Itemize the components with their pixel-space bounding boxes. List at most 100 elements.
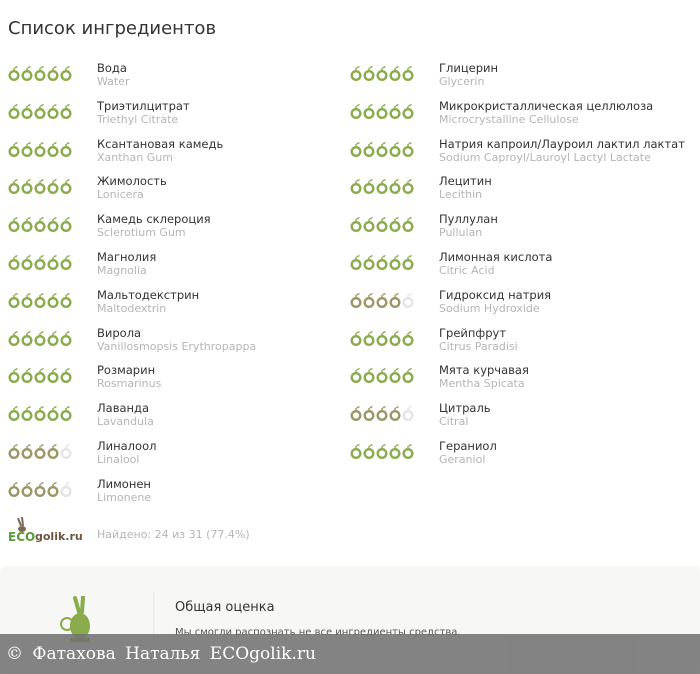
ingredient-name: Глицерин	[439, 61, 499, 75]
ingredient-row[interactable]: Гидроксид натрия Sodium Hydroxide	[350, 288, 700, 326]
apple-leaf-rating-icon	[60, 406, 72, 422]
ingredient-inci: Citric Acid	[439, 263, 495, 277]
ingredients-left-column: Вода Water Триэтилцитрат Triethyl Citrat…	[8, 61, 338, 515]
apple-leaf-rating-icon	[363, 179, 375, 195]
ingredient-row[interactable]: Лаванда Lavandula	[8, 401, 338, 439]
ingredient-name: Жимолость	[97, 174, 167, 189]
ingredient-row[interactable]: Цитраль Citral	[350, 401, 700, 439]
apple-leaf-rating-icon	[376, 255, 388, 270]
svg-text:ECO: ECO	[8, 530, 35, 544]
safety-rating	[8, 65, 72, 81]
apple-leaf-rating-icon	[21, 444, 33, 459]
apple-leaf-rating-icon	[363, 330, 375, 346]
apple-leaf-rating-icon	[47, 482, 59, 497]
ingredient-row[interactable]: Розмарин Rosmarinus	[8, 363, 338, 401]
ingredient-inci: Sodium Hydroxide	[439, 301, 540, 315]
apple-leaf-rating-icon	[21, 104, 33, 119]
apple-leaf-rating-icon	[350, 104, 362, 119]
ingredient-row[interactable]: Жимолость Lonicera	[8, 174, 338, 212]
apple-leaf-rating-icon	[60, 217, 72, 233]
ingredient-inci: Sclerotium Gum	[97, 226, 186, 240]
ingredient-inci: Citrus Paradisi	[439, 339, 518, 353]
ingredient-inci: Microcrystalline Cellulose	[439, 112, 579, 126]
ingredient-row[interactable]: Грейпфрут Citrus Paradisi	[350, 326, 700, 364]
apple-leaf-rating-icon	[47, 179, 59, 195]
safety-rating	[350, 292, 414, 308]
apple-leaf-rating-icon	[402, 444, 414, 459]
apple-leaf-rating-icon	[34, 217, 46, 233]
ingredient-row[interactable]: Вирола Vanillosmopsis Erythropappa	[8, 326, 338, 364]
ingredient-row[interactable]: Линалоол Linalool	[8, 439, 338, 477]
apple-leaf-rating-icon	[350, 141, 362, 157]
ingredient-row[interactable]: Камедь склероция Sclerotium Gum	[8, 212, 338, 250]
ingredient-row[interactable]: Вода Water	[8, 61, 338, 99]
apple-leaf-rating-icon	[350, 368, 362, 384]
apple-leaf-rating-icon	[8, 406, 20, 422]
apple-leaf-rating-icon	[363, 66, 375, 81]
apple-leaf-rating-icon	[47, 330, 59, 346]
apple-leaf-rating-icon	[21, 293, 33, 308]
apple-leaf-rating-icon	[8, 444, 20, 459]
apple-leaf-rating-icon	[60, 255, 72, 270]
ingredient-inci: Limonene	[97, 490, 152, 504]
ingredient-row[interactable]: Лецитин Lecithin	[350, 174, 700, 212]
apple-leaf-rating-icon	[60, 66, 72, 81]
apple-leaf-rating-icon	[376, 406, 388, 422]
ingredient-row[interactable]: Глицерин Glycerin	[350, 61, 700, 99]
apple-leaf-rating-icon	[21, 482, 33, 497]
watermark: © Фатахова Наталья ECOgolik.ru	[0, 634, 700, 674]
apple-leaf-rating-icon	[47, 444, 59, 459]
apple-leaf-rating-icon	[34, 482, 46, 497]
safety-rating	[350, 178, 414, 195]
apple-leaf-rating-icon	[21, 217, 33, 233]
ingredient-inci: Triethyl Citrate	[97, 112, 179, 126]
panel-title: Общая оценка	[175, 600, 275, 615]
ingredient-row[interactable]: Лимонен Limonene	[8, 477, 338, 515]
apple-leaf-rating-icon	[60, 179, 72, 195]
ingredient-row[interactable]: Лимонная кислота Citric Acid	[350, 250, 700, 288]
apple-leaf-rating-icon	[402, 406, 414, 422]
ingredient-inci: Rosmarinus	[97, 377, 162, 391]
safety-rating	[350, 216, 414, 233]
ingredient-name: Магнолия	[97, 249, 157, 264]
apple-leaf-rating-icon	[389, 217, 401, 233]
ingredient-row[interactable]: Микрокристаллическая целлюлоза Microcrys…	[350, 99, 700, 137]
ingredient-name: Грейпфрут	[439, 325, 507, 340]
ingredient-name: Пуллулан	[439, 212, 498, 227]
safety-rating	[350, 65, 414, 81]
apple-leaf-rating-icon	[34, 444, 46, 459]
ingredient-name: Ксантановая камедь	[97, 136, 224, 151]
ingredient-row[interactable]: Натрия капроил/Лауроил лактил лактат Sod…	[350, 137, 700, 175]
apple-leaf-rating-icon	[402, 368, 414, 384]
ingredient-row[interactable]: Гераниол Geraniol	[350, 439, 700, 477]
apple-leaf-rating-icon	[363, 104, 375, 119]
safety-rating	[350, 330, 414, 346]
apple-leaf-rating-icon	[376, 330, 388, 346]
ingredient-inci: Lavandula	[97, 415, 154, 429]
ingredient-row[interactable]: Пуллулан Pullulan	[350, 212, 700, 250]
apple-leaf-rating-icon	[47, 66, 59, 81]
apple-leaf-rating-icon	[389, 179, 401, 195]
safety-rating	[8, 405, 72, 422]
ingredient-name: Лимонная кислота	[439, 249, 553, 264]
apple-leaf-rating-icon	[389, 141, 401, 157]
apple-leaf-rating-icon	[402, 217, 414, 233]
ingredient-row[interactable]: Мята курчавая Mentha Spicata	[350, 363, 700, 401]
divider	[153, 592, 154, 652]
ingredient-row[interactable]: Триэтилцитрат Triethyl Citrate	[8, 99, 338, 137]
ingredient-row[interactable]: Магнолия Magnolia	[8, 250, 338, 288]
ingredient-name: Мальтодекстрин	[97, 287, 200, 302]
apple-leaf-rating-icon	[8, 330, 20, 346]
ingredient-row[interactable]: Мальтодекстрин Maltodextrin	[8, 288, 338, 326]
ingredient-row[interactable]: Ксантановая камедь Xanthan Gum	[8, 137, 338, 175]
svg-text:golik.ru: golik.ru	[35, 530, 83, 543]
apple-leaf-rating-icon	[8, 368, 20, 384]
apple-leaf-rating-icon	[60, 330, 72, 346]
apple-leaf-rating-icon	[34, 66, 46, 81]
ingredient-inci: Xanthan Gum	[97, 150, 173, 164]
apple-leaf-rating-icon	[402, 179, 414, 195]
apple-leaf-rating-icon	[402, 66, 414, 81]
apple-leaf-rating-icon	[21, 368, 33, 384]
apple-leaf-rating-icon	[8, 179, 20, 195]
apple-leaf-rating-icon	[376, 217, 388, 233]
